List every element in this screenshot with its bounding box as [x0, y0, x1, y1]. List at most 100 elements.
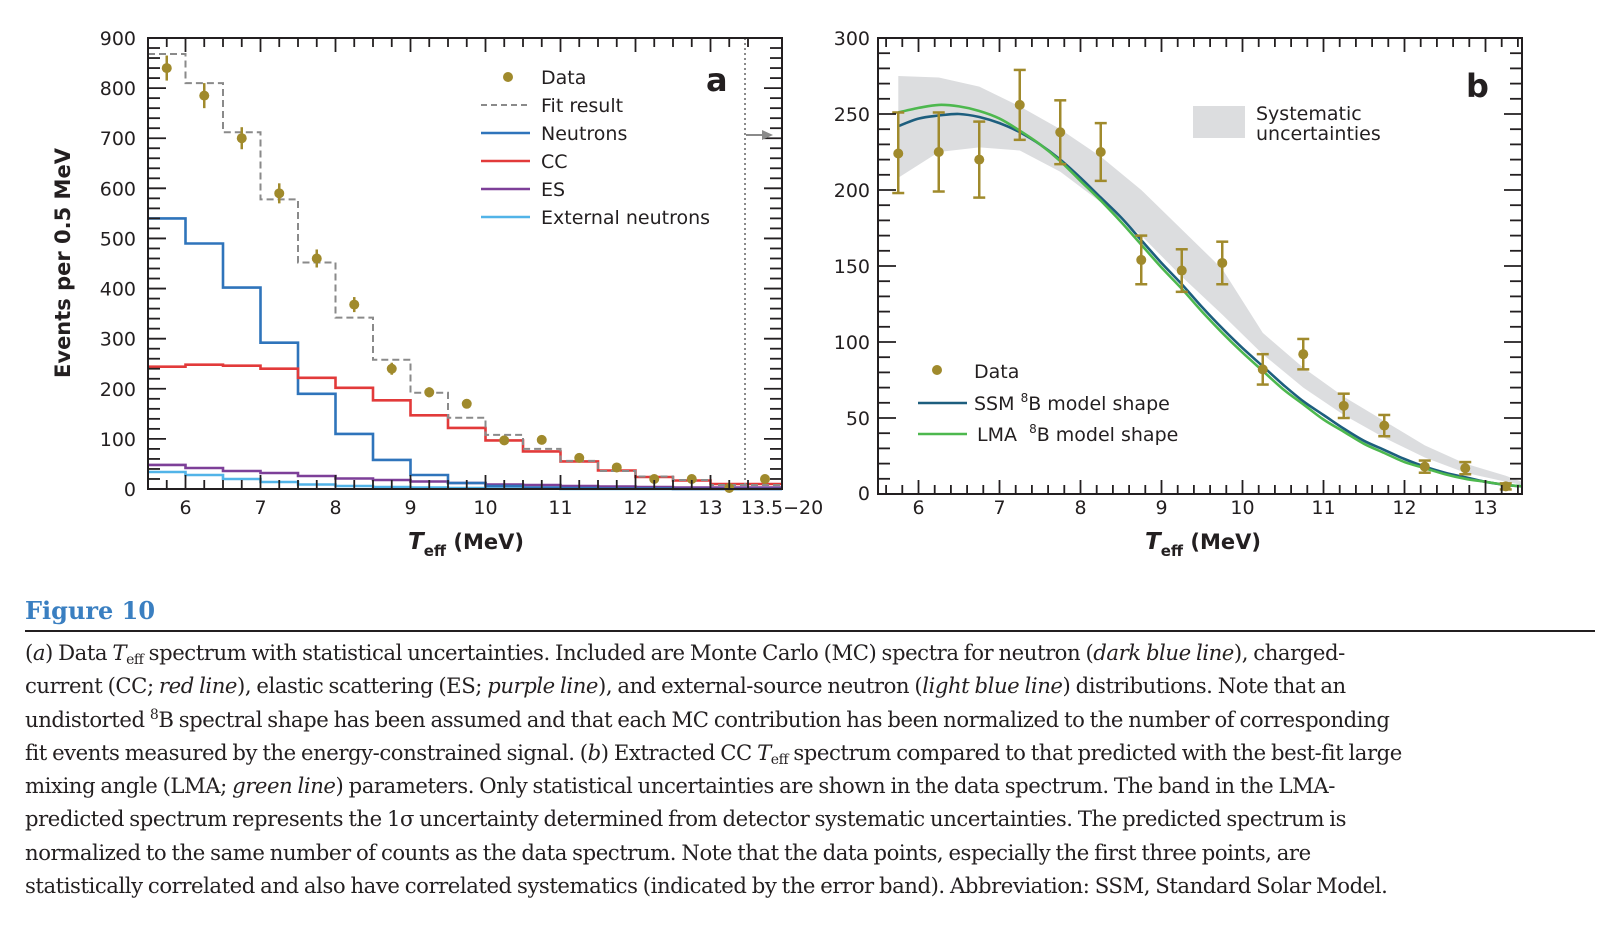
data-point: [1297, 337, 1310, 371]
data-point: [1054, 99, 1067, 166]
caption-text: T: [112, 640, 127, 665]
x-tick-label: 8: [329, 497, 341, 519]
caption-text: eff: [770, 751, 789, 768]
caption-text: eff: [126, 652, 144, 668]
legend-band-label-line1: Systematic: [1256, 103, 1362, 125]
step-cc: [148, 363, 782, 486]
data-point: [386, 362, 397, 375]
data-point: [1256, 352, 1269, 386]
legend-lma-label: LMA 8B model shape: [977, 422, 1178, 446]
data-point: [574, 452, 585, 463]
legend-b-data-label: Data: [974, 361, 1019, 383]
legend-band-label-line2: uncertainties: [1256, 123, 1381, 145]
caption-text: spectrum with statistical uncertainties.…: [143, 640, 1094, 665]
y-tick-label: 150: [834, 256, 870, 278]
x-tick-label: 10: [1230, 497, 1254, 519]
data-point: [274, 183, 285, 204]
data-point: [611, 462, 622, 473]
caption-text: current (CC;: [25, 673, 159, 699]
caption-text: green line: [232, 773, 336, 799]
panel-a-chart: 0 100 200 300 400 500 600 700 800 900 6 7 8 9 10 11 12 13…: [51, 28, 823, 560]
x-tick-label: 11: [1311, 497, 1335, 519]
caption-text: b: [587, 739, 602, 765]
caption-text: ), and external-source neutron (: [598, 673, 923, 699]
legend-b-data-marker: [932, 365, 942, 375]
x-tick-label: 10: [473, 497, 497, 519]
y-tick-label: 700: [100, 128, 136, 150]
caption-text: statistically correlated and also have c…: [25, 873, 1388, 899]
data-point: [760, 473, 770, 484]
caption-text: predicted spectrum represents the 1σ unc…: [25, 806, 1347, 832]
y-tick-label: 250: [834, 104, 870, 126]
data-point: [686, 473, 697, 484]
x-tick-label: 9: [404, 497, 416, 519]
x-tick-label: 9: [1155, 497, 1167, 519]
caption-text: purple line: [487, 673, 598, 699]
y-tick-label: 900: [100, 28, 136, 50]
caption-text: a: [32, 640, 46, 665]
y-tick-label: 500: [100, 228, 136, 250]
caption-text: dark blue line: [1093, 640, 1234, 665]
panel-a-ticks: [147, 37, 782, 490]
x-tick-label: 7: [993, 497, 1005, 519]
caption-text: 8: [149, 706, 159, 723]
x-tick-label: 6: [179, 497, 191, 519]
x-tick-label: 8: [1074, 497, 1086, 519]
data-point: [1216, 240, 1229, 286]
step-fit-result: [148, 53, 782, 486]
y-tick-label: 0: [124, 479, 136, 501]
caption-text: ) distributions. Note that an: [1062, 673, 1346, 699]
legend-ssm-label: SSM 8B model shape: [974, 391, 1170, 415]
legend-band-swatch: [1193, 106, 1245, 138]
caption-text: (: [25, 640, 33, 665]
y-tick-label: 300: [100, 329, 136, 351]
data-point: [1337, 392, 1350, 420]
x-tick-label: 11: [548, 497, 572, 519]
panel-a-y-axis-title: Events per 0.5 MeV: [51, 147, 75, 378]
caption-text: B spectral shape has been assumed and th…: [158, 706, 1390, 732]
panel-a-x-axis-title-sub: eff: [424, 542, 447, 560]
data-point: [311, 249, 322, 268]
y-tick-label: 100: [100, 429, 136, 451]
panel-a-letter: a: [706, 61, 728, 99]
legend-external-label: External neutrons: [541, 207, 710, 229]
legend-data-label: Data: [541, 67, 586, 89]
data-point: [1459, 460, 1472, 476]
panel-a-plot-frame: [147, 37, 783, 490]
overflow-arrow-icon: [746, 130, 773, 140]
legend-data-marker: [503, 72, 513, 82]
y-tick-label: 200: [100, 379, 136, 401]
caption-text: ) Extracted CC: [600, 739, 758, 765]
data-point: [499, 435, 510, 446]
legend-cc-label: CC: [541, 151, 568, 173]
y-tick-label: 800: [100, 78, 136, 100]
data-point: [1378, 413, 1391, 438]
data-point: [932, 111, 945, 193]
x-tick-label: 7: [254, 497, 266, 519]
panel-b-x-axis-title: Teff (MeV): [1145, 529, 1261, 560]
x-tick-label: 13.5−20: [741, 497, 823, 519]
caption-text: normalized to the same number of counts …: [25, 839, 1311, 865]
data-point: [1094, 121, 1107, 183]
panel-b-x-axis-title-unit: (MeV): [1183, 530, 1261, 554]
y-tick-label: 300: [834, 28, 870, 50]
caption-text: ), charged-: [1233, 640, 1345, 665]
systematic-uncertainty-band: [898, 76, 1522, 485]
panel-b-x-axis-title-main: T: [1145, 529, 1163, 555]
caption-text: undistorted: [25, 706, 150, 732]
panel-b-x-axis-title-sub: eff: [1161, 542, 1184, 560]
data-point: [892, 111, 905, 195]
data-point: [236, 127, 247, 150]
caption-text: ) Data: [45, 640, 113, 665]
caption-text: spectrum compared to that predicted with…: [788, 739, 1402, 765]
caption-text: ) parameters. Only statistical uncertain…: [335, 773, 1335, 799]
caption-text: mixing angle (LMA;: [25, 773, 233, 799]
legend-neutrons-label: Neutrons: [541, 123, 627, 145]
x-tick-label: 13: [698, 497, 722, 519]
y-tick-label: 100: [834, 332, 870, 354]
data-point: [424, 387, 435, 398]
x-tick-label: 12: [623, 497, 647, 519]
x-tick-label: 12: [1392, 497, 1416, 519]
data-point: [1175, 248, 1188, 294]
legend-es-label: ES: [541, 179, 565, 201]
